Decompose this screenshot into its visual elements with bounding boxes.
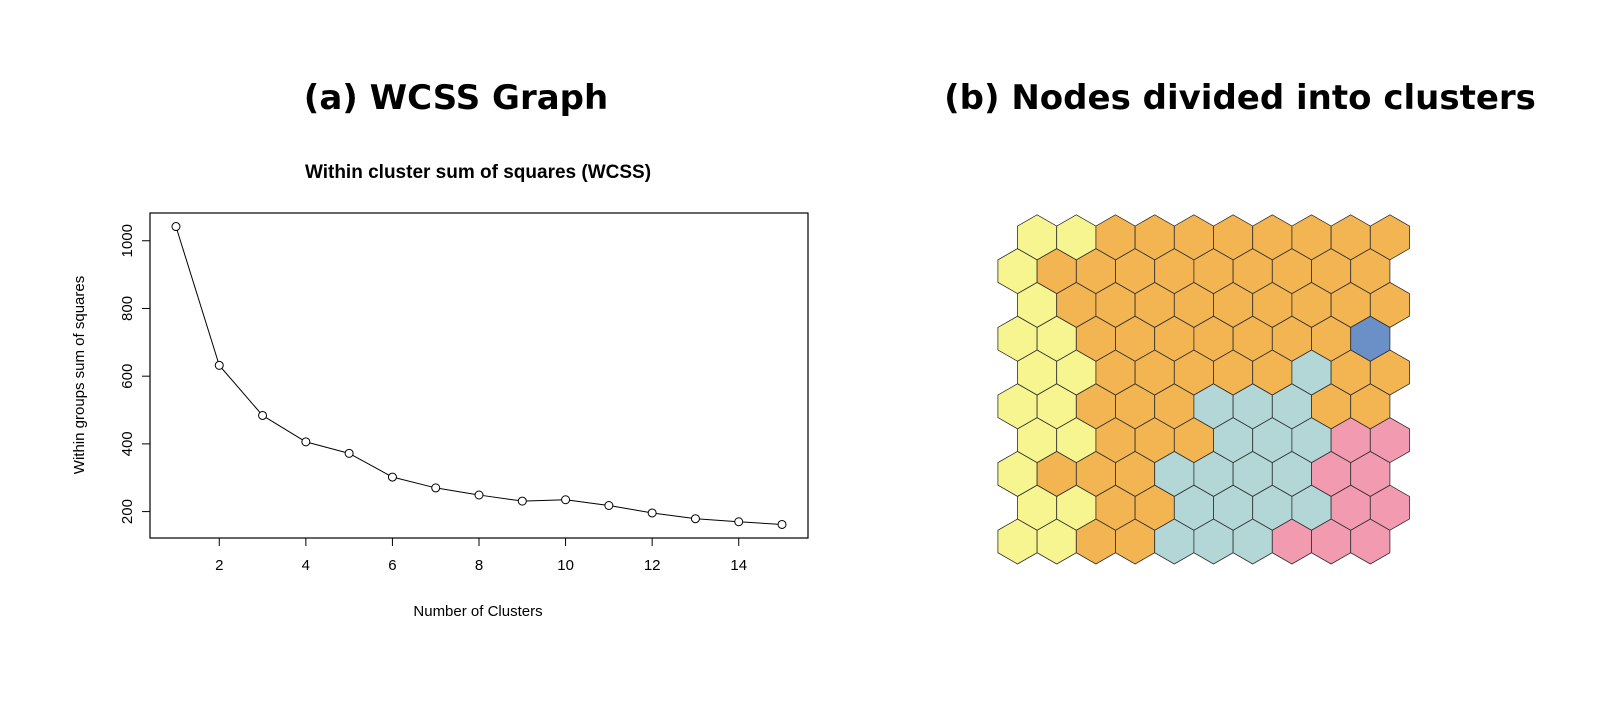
panel-a-heading: (a) WCSS Graph	[303, 78, 609, 118]
data-point	[258, 410, 268, 420]
x-tick-label: 14	[730, 557, 747, 574]
y-tick-label: 200	[119, 499, 136, 524]
panel-b-heading: (b) Nodes divided into clusters	[944, 78, 1536, 118]
wcss-series-line	[176, 230, 779, 525]
data-point	[431, 483, 441, 493]
y-tick-label: 800	[119, 296, 136, 321]
y-axis: 200 400 600 800 1000	[119, 224, 151, 524]
plot-frame	[149, 212, 809, 539]
x-axis-label: Number of Clusters	[413, 603, 542, 620]
data-point	[387, 472, 397, 482]
data-point	[474, 490, 484, 500]
y-tick-label: 600	[119, 364, 136, 389]
data-point	[690, 514, 700, 524]
data-point	[517, 496, 527, 506]
x-tick-label: 10	[557, 557, 574, 574]
data-point	[604, 501, 614, 510]
data-point	[647, 508, 657, 518]
x-tick-label: 8	[475, 557, 483, 574]
y-axis-label: Within groups sum of squares	[71, 276, 88, 474]
data-point	[777, 519, 787, 529]
x-tick-label: 6	[388, 557, 396, 574]
cluster-hex-grid	[997, 214, 1410, 565]
data-point	[171, 222, 181, 232]
data-point	[734, 517, 744, 527]
y-tick-label: 400	[119, 431, 136, 456]
x-tick-label: 12	[644, 557, 661, 574]
data-point	[301, 437, 311, 447]
chart-title: Within cluster sum of squares (WCSS)	[305, 162, 651, 183]
x-tick-label: 4	[302, 557, 310, 574]
data-point	[344, 448, 354, 458]
x-axis: 2 4 6 8 10 12 14	[215, 537, 747, 574]
data-point	[214, 360, 224, 370]
wcss-points	[171, 222, 787, 529]
data-point	[561, 495, 571, 505]
x-tick-label: 2	[215, 557, 223, 574]
y-tick-label: 1000	[119, 224, 136, 257]
hex-node	[1369, 214, 1410, 261]
